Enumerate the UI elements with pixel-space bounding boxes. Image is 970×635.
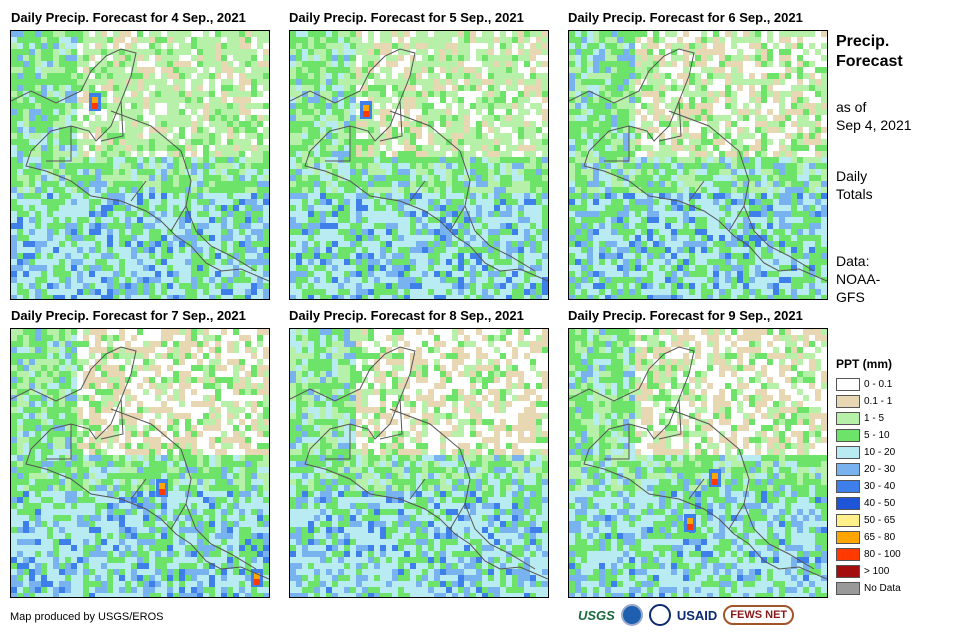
map-panel-5	[289, 328, 549, 598]
data-line-3: GFS	[836, 289, 865, 305]
legend-label: > 100	[864, 566, 890, 577]
asof-line-1: as of	[836, 99, 867, 115]
totals-line-2: Totals	[836, 186, 873, 202]
legend-swatch	[836, 548, 860, 561]
legend-label: 30 - 40	[864, 481, 896, 492]
legend-label: 10 - 20	[864, 447, 896, 458]
asof-line-2: Sep 4, 2021	[836, 117, 912, 133]
map-panel-2	[289, 30, 549, 300]
legend: PPT (mm) 0 - 0.1 0.1 - 1 1 - 5 5 - 10 10 - 2…	[836, 357, 901, 597]
legend-item: 50 - 65	[836, 512, 901, 529]
legend-item: 10 - 20	[836, 444, 901, 461]
map-panel-3	[568, 30, 828, 300]
heading-line-1: Precip.	[836, 33, 890, 50]
legend-swatch	[836, 378, 860, 391]
fews-net-logo: FEWS NET	[723, 605, 795, 625]
legend-label: 20 - 30	[864, 464, 896, 475]
data-line-2: NOAA-	[836, 271, 881, 287]
legend-label: 0 - 0.1	[864, 379, 893, 390]
panel-title-2: Daily Precip. Forecast for 5 Sep., 2021	[289, 10, 524, 25]
legend-swatch	[836, 582, 860, 595]
map-panel-4	[10, 328, 270, 598]
legend-swatch	[836, 565, 860, 578]
panel-title-6: Daily Precip. Forecast for 9 Sep., 2021	[568, 308, 803, 323]
panel-title-5: Daily Precip. Forecast for 8 Sep., 2021	[289, 308, 524, 323]
data-source: Data: NOAA- GFS	[836, 252, 880, 306]
totals-note: Daily Totals	[836, 167, 873, 203]
legend-item: 80 - 100	[836, 546, 901, 563]
legend-label: 50 - 65	[864, 515, 896, 526]
legend-swatch	[836, 514, 860, 527]
usgs-logo: USGS	[578, 607, 615, 623]
legend-item: 40 - 50	[836, 495, 901, 512]
legend-label: 80 - 100	[864, 549, 901, 560]
usaid-logo: USAID	[676, 607, 718, 623]
legend-swatch	[836, 463, 860, 476]
legend-swatch	[836, 531, 860, 544]
map-panel-1	[10, 30, 270, 300]
panel-title-4: Daily Precip. Forecast for 7 Sep., 2021	[11, 308, 246, 323]
legend-label: 1 - 5	[864, 413, 885, 424]
logo-strip: USGS USAID FEWS NET	[578, 601, 795, 629]
legend-item: 0.1 - 1	[836, 393, 901, 410]
legend-item: 5 - 10	[836, 427, 901, 444]
legend-item: No Data	[836, 580, 901, 597]
legend-item: 20 - 30	[836, 461, 901, 478]
totals-line-1: Daily	[836, 168, 868, 184]
usaid-seal-icon	[648, 604, 671, 626]
legend-item: 65 - 80	[836, 529, 901, 546]
heading-line-2: Forecast	[836, 53, 903, 70]
legend-item: 30 - 40	[836, 478, 901, 495]
legend-item: > 100	[836, 563, 901, 580]
panel-title-3: Daily Precip. Forecast for 6 Sep., 2021	[568, 10, 803, 25]
sidebar-heading: Precip. Forecast	[836, 32, 903, 72]
panel-title-1: Daily Precip. Forecast for 4 Sep., 2021	[11, 10, 246, 25]
legend-item: 1 - 5	[836, 410, 901, 427]
legend-swatch	[836, 446, 860, 459]
legend-label: 65 - 80	[864, 532, 896, 543]
as-of-date: as of Sep 4, 2021	[836, 98, 912, 134]
legend-swatch	[836, 412, 860, 425]
legend-title: PPT (mm)	[836, 357, 893, 371]
data-line-1: Data:	[836, 253, 870, 269]
legend-swatch	[836, 480, 860, 493]
legend-label: 40 - 50	[864, 498, 896, 509]
legend-swatch	[836, 395, 860, 408]
legend-label: 0.1 - 1	[864, 396, 893, 407]
legend-swatch	[836, 497, 860, 510]
map-credit: Map produced by USGS/EROS	[10, 611, 164, 623]
legend-item: 0 - 0.1	[836, 376, 901, 393]
map-panel-6	[568, 328, 828, 598]
legend-label: No Data	[864, 583, 901, 594]
noaa-logo-icon	[620, 604, 643, 626]
legend-label: 5 - 10	[864, 430, 890, 441]
legend-rows: 0 - 0.1 0.1 - 1 1 - 5 5 - 10 10 - 20 20 - 30 3…	[836, 376, 901, 597]
legend-swatch	[836, 429, 860, 442]
